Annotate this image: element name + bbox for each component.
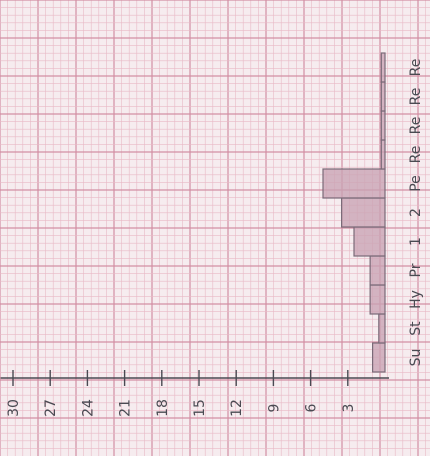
tick-label: 18 [155,399,171,417]
histogram-bars [322,52,386,373]
histogram-bar [341,197,386,228]
histogram-bar [372,342,386,373]
category-label: Pr [408,263,424,277]
histogram-bar [369,255,386,286]
histogram-bar [380,81,386,112]
category-label: Re [408,88,424,106]
histogram-bar [369,284,386,315]
histogram-bar [353,226,386,257]
category-label: St [408,321,424,336]
histogram-bar [380,52,386,83]
tick-label: 6 [304,403,320,412]
histogram-bar [322,168,386,199]
category-label: Su [408,349,424,367]
tick-label: 21 [118,399,134,417]
histogram-bar [380,139,386,170]
value-axis-ticks: 3 6 9 12 15 18 21 24 27 30 [6,370,357,417]
category-label: Re [408,59,424,77]
category-labels: Su St Hy Pr 1 2 Pe Re Re Re Re [408,59,424,367]
histogram-bar [378,313,386,344]
category-label: Re [408,117,424,135]
category-label: Pe [408,175,424,192]
tick-label: 24 [80,399,96,417]
tick-label: 27 [43,399,59,417]
category-label: 1 [408,237,424,246]
category-label: Re [408,146,424,164]
tick-label: 30 [6,399,22,417]
category-label: Hy [408,290,424,309]
tick-label: 12 [229,399,245,417]
tick-label: 3 [341,404,357,413]
category-label: 2 [408,208,424,217]
tick-label: 9 [266,404,282,413]
histogram-bar [380,110,386,141]
tick-label: 15 [192,399,208,417]
